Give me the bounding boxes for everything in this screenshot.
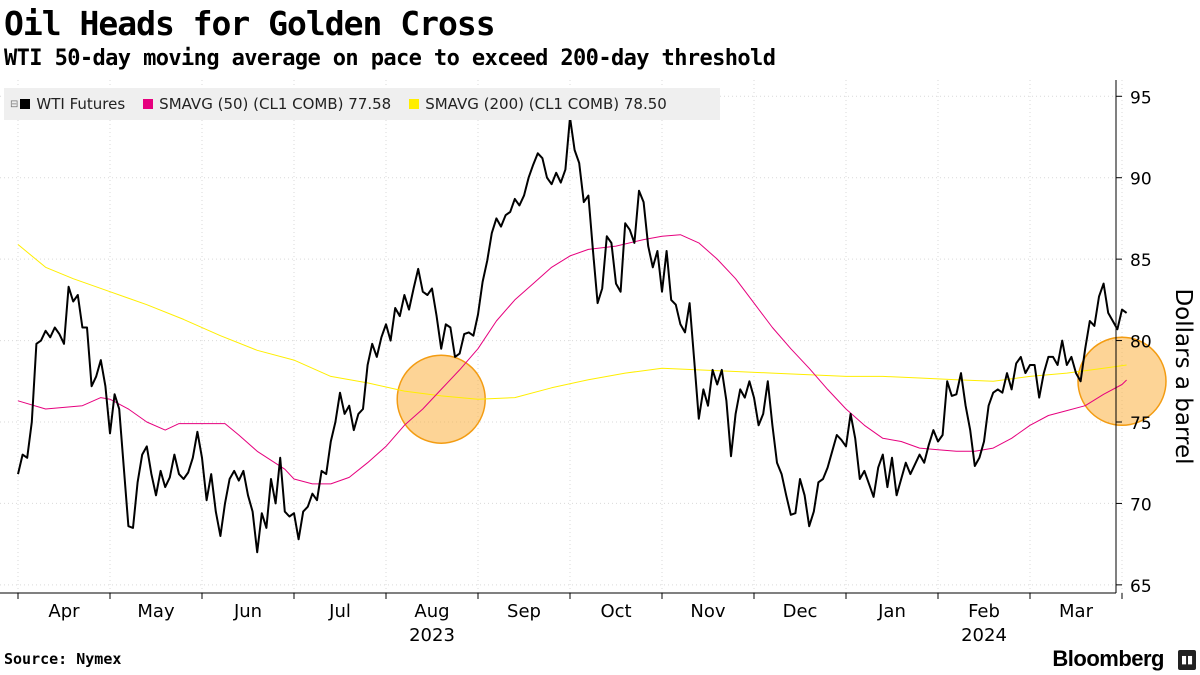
x-tick-label: Dec xyxy=(783,601,818,622)
legend-label-wti: WTI Futures xyxy=(36,95,126,113)
sma50-line xyxy=(17,234,1127,485)
y-tick-label: 95 xyxy=(1130,88,1152,108)
legend-swatch-sma50 xyxy=(143,99,154,109)
x-tick-label: Jan xyxy=(877,601,906,622)
legend-label-sma200: SMAVG (200) (CL1 COMB) 78.50 xyxy=(425,95,667,113)
chart-title: Oil Heads for Golden Cross xyxy=(4,4,496,43)
x-tick-label: Aug xyxy=(414,601,449,622)
legend-item-sma200[interactable]: SMAVG (200) (CL1 COMB) 78.50 xyxy=(409,95,667,113)
wti-futures-line xyxy=(17,116,1128,554)
x-tick-label: Feb xyxy=(968,601,1000,622)
x-tick-label: Sep xyxy=(507,601,541,622)
gridlines xyxy=(0,80,1123,593)
x-tick-label: Oct xyxy=(600,601,631,622)
y-axis-label: Dollars a barrel xyxy=(1170,288,1196,464)
y-tick-label: 90 xyxy=(1130,170,1152,190)
y-tick-label: 65 xyxy=(1130,577,1152,597)
highlight-circle xyxy=(396,354,486,444)
x-tick-label: Nov xyxy=(690,601,725,622)
legend: ⊟ WTI Futures SMAVG (50) (CL1 COMB) 77.5… xyxy=(4,88,720,120)
y-tick-label: 85 xyxy=(1130,251,1152,271)
x-year-label: 2023 xyxy=(409,625,455,646)
tick-labels: 65 70 75 80 85 90 95 Apr May Jun Jul Aug Sep Oct Nov De… xyxy=(48,88,1196,646)
legend-toggle-icon[interactable]: ⊟ xyxy=(10,98,19,110)
legend-item-wti[interactable]: WTI Futures xyxy=(20,95,125,113)
highlight-annotations xyxy=(396,336,1167,444)
x-tick-label: Apr xyxy=(48,601,80,622)
legend-swatch-wti xyxy=(20,99,31,109)
series-lines xyxy=(17,116,1128,554)
legend-swatch-sma200 xyxy=(409,99,420,109)
y-tick-label: 75 xyxy=(1130,414,1152,434)
y-tick-label: 80 xyxy=(1130,333,1152,353)
source-note: Source: Nymex xyxy=(4,650,122,668)
x-tick-label: Jun xyxy=(233,601,262,622)
brand-logo: Bloomberg xyxy=(1052,646,1164,671)
chart-subtitle: WTI 50-day moving average on pace to exc… xyxy=(4,46,776,71)
y-tick-label: 70 xyxy=(1130,495,1152,515)
x-year-label: 2024 xyxy=(961,625,1007,646)
highlight-circle xyxy=(1077,336,1167,427)
axes xyxy=(0,80,1123,599)
sma200-line xyxy=(17,244,1127,400)
bloomberg-mark-icon: ▮▮ xyxy=(1178,650,1196,670)
x-tick-label: Mar xyxy=(1059,601,1094,622)
x-tick-label: May xyxy=(137,601,175,622)
x-tick-label: Jul xyxy=(328,601,351,622)
legend-label-sma50: SMAVG (50) (CL1 COMB) 77.58 xyxy=(159,95,392,113)
legend-item-sma50[interactable]: SMAVG (50) (CL1 COMB) 77.58 xyxy=(143,95,391,113)
